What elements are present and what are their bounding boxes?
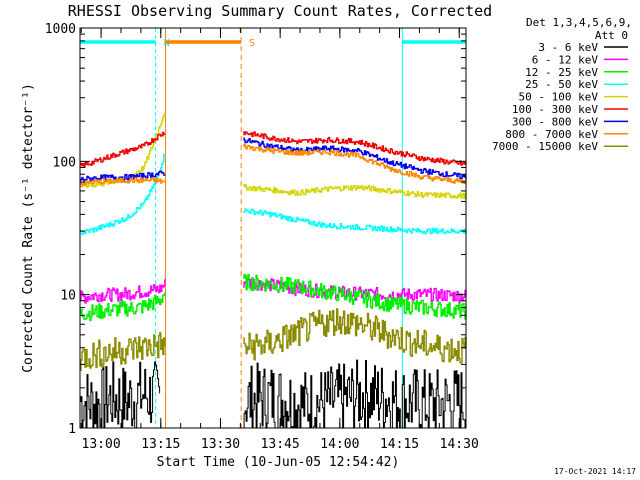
y-axis-ticks: 1 10 100 1000 bbox=[45, 22, 466, 437]
legend-label: 50 - 100 keV bbox=[519, 91, 599, 104]
series-group bbox=[80, 112, 467, 429]
legend-label: 300 - 800 keV bbox=[512, 115, 598, 128]
series-line bbox=[243, 277, 467, 303]
series-line bbox=[80, 279, 166, 304]
x-tick-label: 14:00 bbox=[320, 437, 359, 452]
legend-label: 7000 - 15000 keV bbox=[492, 140, 598, 153]
chart-title: RHESSI Observing Summary Count Rates, Co… bbox=[68, 2, 492, 20]
y-tick-label: 10 bbox=[60, 289, 76, 304]
marker-group: NS bbox=[79, 28, 467, 428]
footer-date: 17-Oct-2021 14:17 bbox=[554, 467, 636, 476]
x-axis-label: Start Time (10-Jun-05 12:54:42) bbox=[157, 455, 400, 470]
series-line bbox=[80, 153, 166, 236]
series-line bbox=[243, 359, 467, 429]
series-line bbox=[80, 361, 161, 429]
x-tick-label: 13:15 bbox=[141, 437, 180, 452]
series-line bbox=[243, 184, 467, 200]
plot-frame bbox=[79, 27, 467, 429]
legend-label: 25 - 50 keV bbox=[525, 78, 598, 91]
x-tick-label: 13:45 bbox=[261, 437, 300, 452]
series-line bbox=[80, 332, 166, 372]
series-line bbox=[243, 131, 467, 166]
series-line bbox=[80, 170, 166, 182]
y-tick-label: 100 bbox=[53, 155, 76, 170]
series-line bbox=[243, 308, 467, 364]
legend-label: 12 - 25 keV bbox=[525, 66, 598, 79]
x-tick-label: 14:30 bbox=[440, 437, 479, 452]
x-tick-label: 13:00 bbox=[82, 437, 121, 452]
legend-attenuator: Att 0 bbox=[595, 29, 628, 42]
legend-label: 6 - 12 keV bbox=[532, 53, 599, 66]
series-line bbox=[80, 131, 166, 168]
y-tick-label: 1000 bbox=[45, 22, 76, 37]
x-tick-label: 13:30 bbox=[201, 437, 240, 452]
x-tick-label: 14:15 bbox=[380, 437, 419, 452]
legend-label: 800 - 7000 keV bbox=[505, 128, 598, 141]
legend-label: 100 - 300 keV bbox=[512, 103, 598, 116]
series-line bbox=[243, 208, 467, 235]
series-line bbox=[243, 143, 467, 184]
series-line bbox=[243, 273, 467, 320]
legend-detectors: Det 1,3,4,5,6,9, bbox=[526, 16, 632, 29]
marker-label: S bbox=[249, 38, 255, 49]
series-line bbox=[80, 177, 166, 187]
y-tick-label: 1 bbox=[68, 422, 76, 437]
y-axis-label: Corrected Count Rate (s⁻¹ detector⁻¹) bbox=[21, 83, 36, 373]
series-line bbox=[80, 292, 166, 322]
axes bbox=[79, 27, 467, 429]
x-axis-ticks: 13:00 13:15 13:30 13:45 14:00 14:15 14:30 bbox=[80, 28, 479, 452]
legend-label: 3 - 6 keV bbox=[538, 41, 598, 54]
